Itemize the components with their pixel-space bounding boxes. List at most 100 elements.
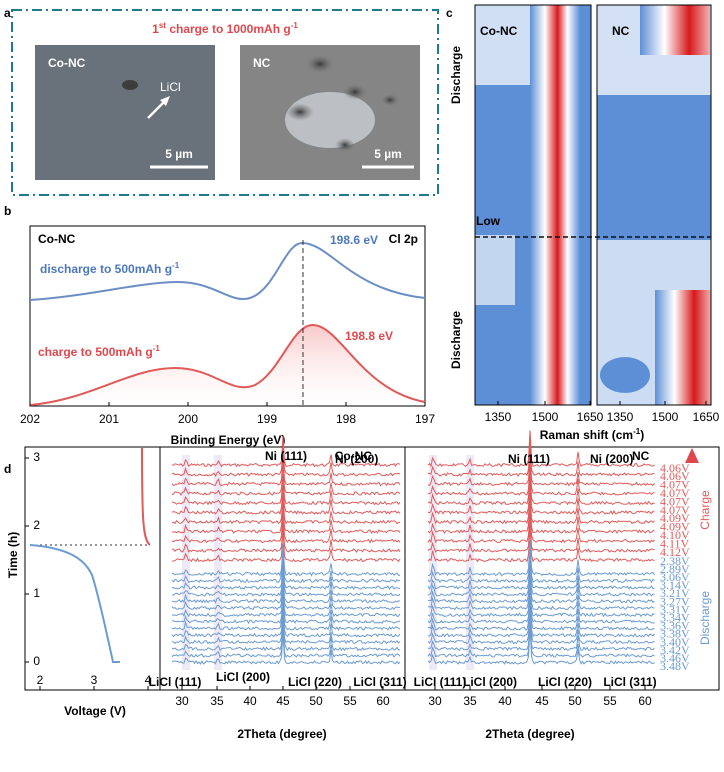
trace <box>427 620 655 658</box>
trace <box>171 597 401 631</box>
x-tick-label: 4 <box>145 673 152 687</box>
trace <box>427 605 655 645</box>
region-label: Cl 2p <box>389 232 418 246</box>
sample-label: Co-NC <box>38 232 76 246</box>
sem-tint <box>35 45 215 180</box>
highlight-band <box>214 455 222 670</box>
voltage-label: 4.11V <box>660 536 690 550</box>
x-tick-label: 50 <box>568 694 582 708</box>
panel-label: a <box>4 6 11 20</box>
heatmap-region <box>600 357 650 393</box>
x-tick-label: 35 <box>210 694 224 708</box>
voltage-label: 3.36V <box>660 619 690 633</box>
map-label: NC <box>612 24 630 38</box>
x-tick-label: 1500 <box>652 410 679 424</box>
voltage-label: 2.38V <box>660 554 690 568</box>
voltage-label: 4.06V <box>660 461 690 475</box>
voltage-label: 3.46V <box>660 651 690 665</box>
trace <box>171 558 401 590</box>
x-tick-label: 60 <box>638 694 652 708</box>
trace <box>427 580 655 618</box>
arrow-head <box>685 448 699 463</box>
image-label: NC <box>253 56 271 70</box>
arrow-head <box>160 96 170 106</box>
voltage-label: 3.42V <box>660 643 690 657</box>
heatmap-region <box>530 5 580 405</box>
x-tick-label: 55 <box>343 694 357 708</box>
panel-title: 1st charge to 1000mAh g-1 <box>152 21 298 37</box>
voltage-label: 3.31V <box>660 602 690 616</box>
trace <box>171 483 401 516</box>
trace <box>427 467 655 506</box>
panel-title-part: charge to 1000mAh g <box>166 22 291 36</box>
area <box>30 324 425 405</box>
highlight-band <box>182 455 190 670</box>
region-label: Discharge <box>449 46 463 104</box>
trace <box>427 587 655 624</box>
voltage-label: 4.07V <box>660 494 690 508</box>
y-tick-label: 3 <box>33 450 40 464</box>
x-tick-label: 50 <box>309 694 323 708</box>
y-tick-label: 1 <box>33 586 40 600</box>
trace <box>171 578 401 611</box>
trace <box>427 439 655 477</box>
region-label: Discharge <box>449 311 463 369</box>
x-tick-label: 201 <box>99 412 119 426</box>
voltage-label: 4.09V <box>660 511 690 525</box>
peak-label: Ni (200) <box>590 452 633 466</box>
curve-label-part: discharge to 500mAh g <box>40 262 172 276</box>
x-tick-label: 45 <box>276 694 290 708</box>
voltage-label: 3.34V <box>660 610 690 624</box>
x-tick-label: 30 <box>175 694 189 708</box>
trace <box>171 492 401 525</box>
curve <box>29 544 120 663</box>
x-axis-label-sup: -1 <box>633 427 641 436</box>
sem-feature <box>381 94 399 106</box>
scale-label: 5 µm <box>165 147 193 161</box>
sem-feature <box>343 84 367 100</box>
trace <box>427 551 655 590</box>
plot-frame <box>474 4 592 406</box>
trace <box>171 590 401 625</box>
x-tick-label: 1350 <box>485 410 512 424</box>
x-tick-label: 55 <box>603 694 617 708</box>
panel-label: d <box>4 462 11 476</box>
voltage-label: 4.07V <box>660 486 690 500</box>
sample-label: NC <box>632 449 650 463</box>
trace <box>171 610 401 645</box>
map-label: Co-NC <box>480 24 518 38</box>
trace <box>427 613 655 652</box>
image-label: Co-NC <box>48 56 86 70</box>
trace <box>428 573 655 611</box>
trace <box>427 514 655 553</box>
panel-label: b <box>4 204 11 218</box>
panel-title-sup: -1 <box>291 21 299 30</box>
x-tick-label: 202 <box>20 412 40 426</box>
x-tick-label: 1650 <box>577 410 604 424</box>
voltage-label: 3.48V <box>660 659 690 673</box>
x-tick-label: 1650 <box>693 410 720 424</box>
peak-label: LiCl (220) <box>538 675 592 689</box>
x-tick-label: 35 <box>463 694 477 708</box>
x-axis-label-part: Raman shift (cm <box>540 428 633 442</box>
trace <box>427 497 655 534</box>
highlight-band <box>466 455 474 670</box>
peak-label: LiCl (311) <box>353 675 406 689</box>
trace <box>171 521 401 553</box>
voltage-label: 3.14V <box>660 578 690 592</box>
trace <box>427 430 655 468</box>
sample-label: Co-NC <box>335 449 373 463</box>
trace <box>171 510 401 544</box>
trace <box>171 444 401 477</box>
curve-label: charge to 500mAh g-1 <box>38 344 160 360</box>
plot-frame <box>404 446 720 691</box>
trace <box>171 551 401 584</box>
voltage-label: 4.09V <box>660 520 690 534</box>
curve-label: discharge to 500mAh g-1 <box>40 261 180 277</box>
scale-label: 5 µm <box>374 147 402 161</box>
y-axis-label: Time (h) <box>6 532 20 578</box>
trace <box>427 558 655 597</box>
x-tick-label: 199 <box>257 412 277 426</box>
